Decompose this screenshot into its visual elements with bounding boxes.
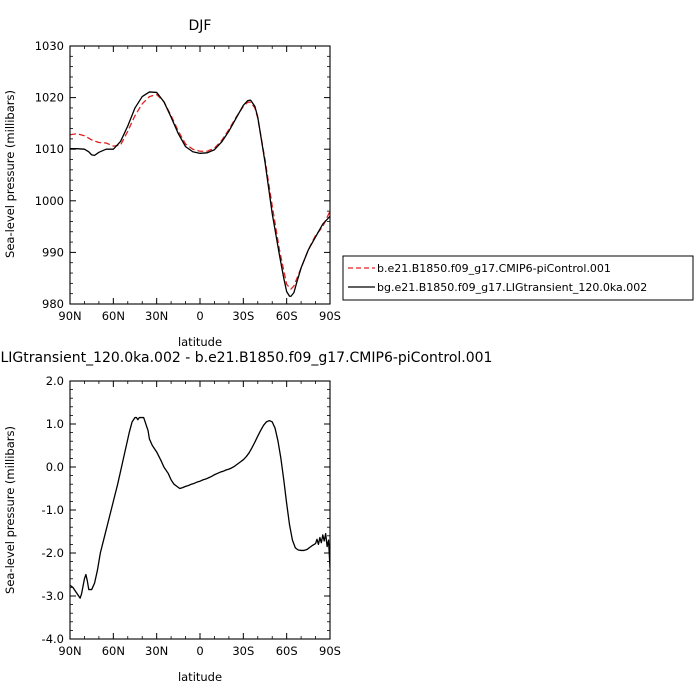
y-tick-label: 1020: [35, 91, 64, 105]
y-tick-label: -2.0: [42, 546, 64, 560]
y-tick-label: 1030: [35, 39, 64, 53]
y-tick-label: -4.0: [42, 632, 64, 646]
panel-djf: DJF 90N 60N 30N 0 30S 60S 90S 980 990 1000 1010 102…: [3, 18, 341, 349]
x-tick-label: 60N: [102, 644, 125, 658]
x-tick-label: 30S: [232, 644, 254, 658]
y-tick-label: -3.0: [42, 589, 64, 603]
plot-area: 90N 60N 30N 0 30S 60S 90S 980 990 1000 1010 1020 103…: [35, 39, 341, 323]
x-tick-label: 0: [196, 309, 203, 323]
legend: b.e21.B1850.f09_g17.CMIP6-piControl.001 …: [342, 255, 694, 301]
series-line-0: [70, 93, 330, 290]
series-line-0: [70, 416, 330, 599]
legend-label-control: b.e21.B1850.f09_g17.CMIP6-piControl.001: [377, 262, 611, 275]
y-tick-label: 990: [42, 245, 64, 259]
x-tick-label: 90S: [319, 309, 341, 323]
y-axis-label: Sea-level pressure (millibars): [3, 90, 17, 258]
x-tick-label: 60S: [276, 644, 298, 658]
x-tick-label: 0: [196, 644, 203, 658]
x-axis-label: latitude: [178, 670, 222, 684]
plot-area: 90N 60N 30N 0 30S 60S 90S -4.0 -3.0 -2.0 -1.0 0.0 1.…: [42, 374, 341, 658]
y-tick-label: 1010: [35, 142, 64, 156]
x-tick-label: 30N: [145, 309, 168, 323]
plot-frame: [69, 45, 331, 305]
y-tick-label: 1000: [35, 194, 64, 208]
chart-title: .LIGtransient_120.0ka.002 - b.e21.B1850.…: [0, 350, 492, 366]
x-tick-label: 60S: [276, 309, 298, 323]
y-tick-label: 980: [42, 297, 64, 311]
x-tick-label: 90N: [58, 309, 81, 323]
x-tick-label: 60N: [102, 309, 125, 323]
y-tick-label: 0.0: [46, 460, 64, 474]
x-axis-label: latitude: [178, 335, 222, 349]
x-tick-label: 30N: [145, 644, 168, 658]
legend-box: [342, 255, 694, 301]
y-tick-label: 1.0: [46, 417, 64, 431]
y-tick-label: 2.0: [46, 374, 64, 388]
x-tick-label: 90S: [319, 644, 341, 658]
y-tick-label: -1.0: [42, 503, 64, 517]
chart-title: DJF: [189, 18, 212, 34]
legend-label-transient: bg.e21.B1850.f09_g17.LIGtransient_120.0k…: [377, 281, 647, 294]
x-tick-label: 90N: [58, 644, 81, 658]
series-line-1: [70, 91, 330, 297]
x-tick-label: 30S: [232, 309, 254, 323]
y-axis-label: Sea-level pressure (millibars): [3, 426, 17, 594]
panel-difference: .LIGtransient_120.0ka.002 - b.e21.B1850.…: [0, 350, 492, 684]
plot-frame: [69, 380, 331, 640]
